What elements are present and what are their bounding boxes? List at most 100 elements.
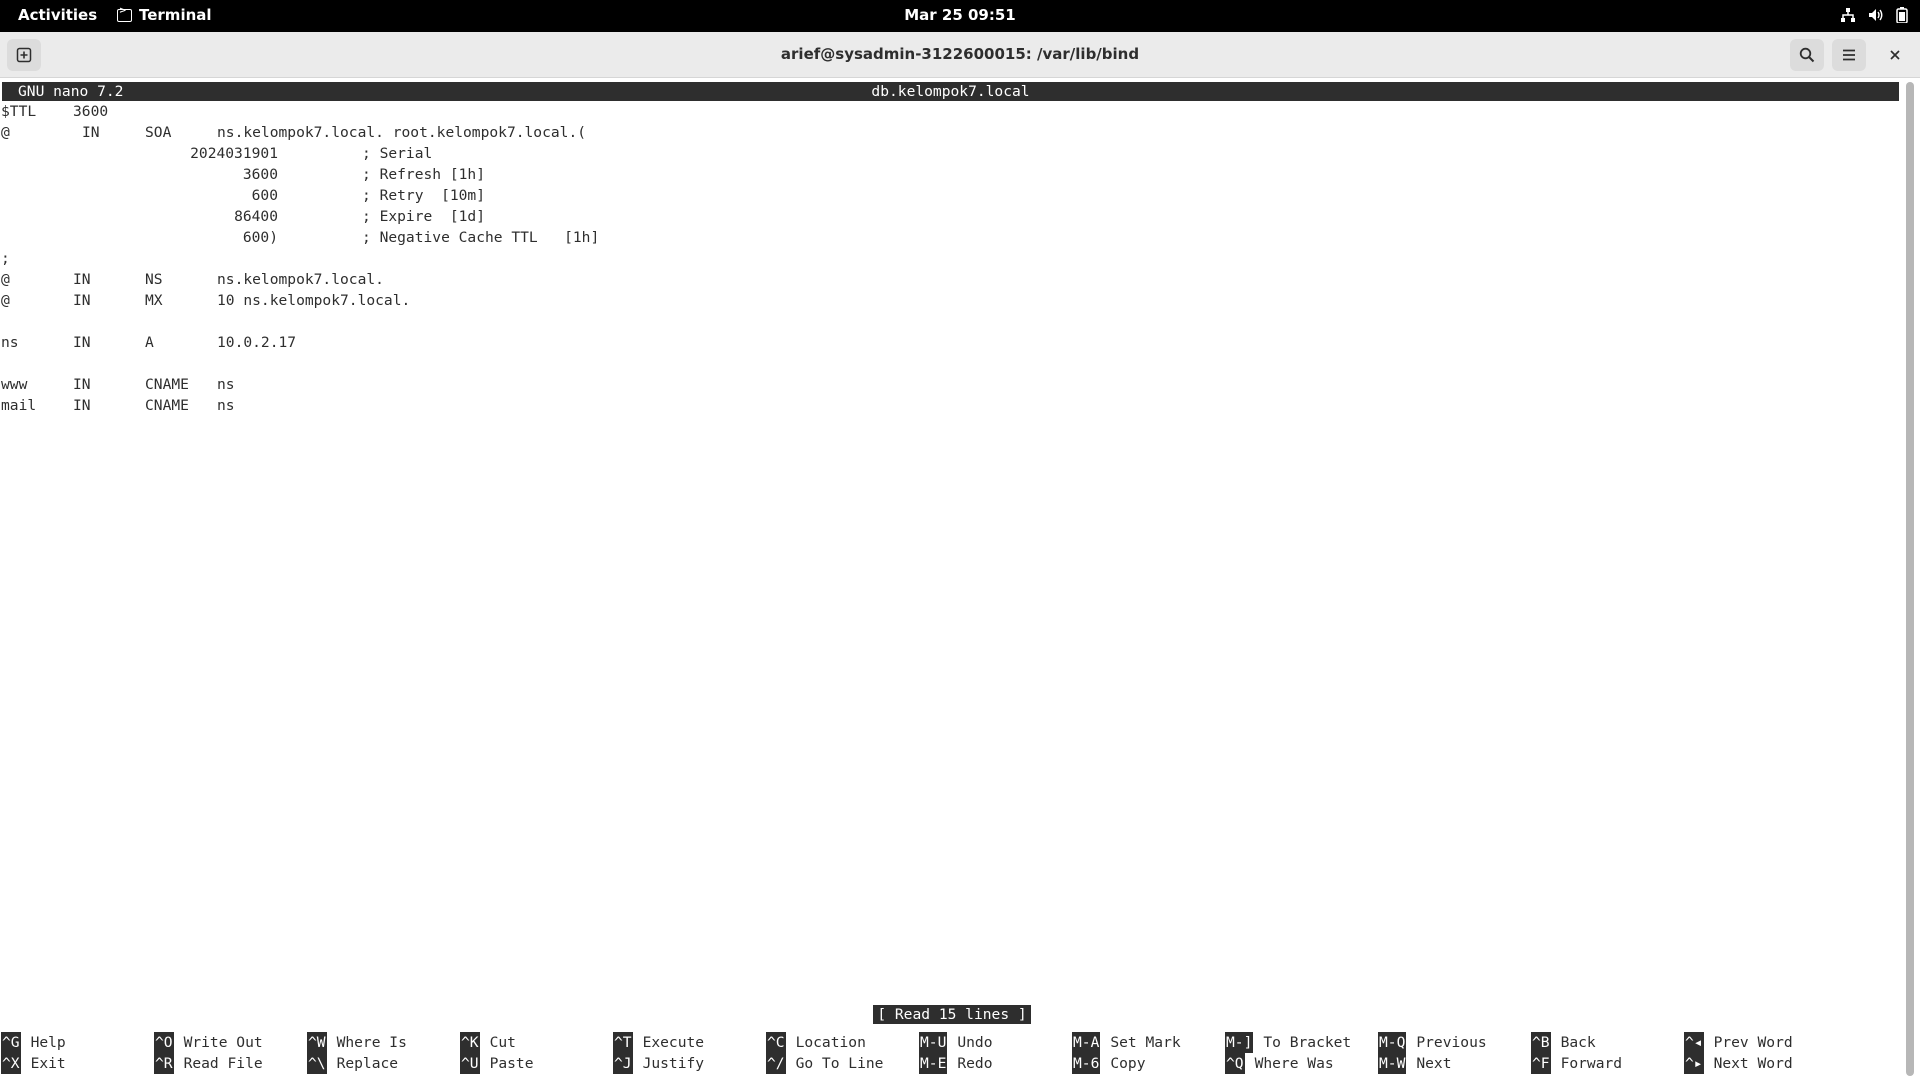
file-line-field: IN [73,397,91,414]
app-menu-terminal[interactable]: Terminal [117,6,212,24]
clock[interactable]: Mar 25 09:51 [904,6,1016,24]
shortcut-key: ^\ [307,1053,327,1074]
shortcut-label: Previous [1416,1034,1487,1051]
new-tab-button[interactable] [7,39,41,71]
file-line-field: A [145,334,154,351]
shortcut-key: ^W [307,1032,327,1053]
file-line [0,311,1900,332]
file-line-field: @ [1,271,10,288]
file-line-field: IN [73,271,91,288]
shortcut-key: M-E [919,1053,948,1074]
shortcut-key: M-6 [1072,1053,1101,1074]
system-tray[interactable] [1840,7,1908,23]
shortcut-label: Paste [489,1055,534,1072]
shortcut-write-out: ^O Write Out [154,1032,263,1053]
shortcut-label: Cut [489,1034,516,1051]
shortcut-cut: ^K Cut [460,1032,516,1053]
shortcut-label: Go To Line [795,1055,884,1072]
close-window-button[interactable] [1878,39,1912,71]
terminal-view[interactable]: GNU nano 7.2 db.kelompok7.local $TTL 3600… [0,78,1904,1080]
shortcut-key: ^B [1531,1032,1551,1053]
file-line: 3600 ; Refresh [1h] [0,164,1900,185]
app-name: Terminal [139,6,212,24]
shortcut-label: Next Word [1713,1055,1793,1072]
shortcut-label: Where Is [336,1034,407,1051]
file-line-field: @ [1,292,10,309]
nano-version: GNU nano 7.2 [18,83,124,100]
file-line-field: $TTL [1,103,37,120]
shortcut-exit: ^X Exit [1,1053,66,1074]
shortcut-copy: M-6 Copy [1072,1053,1146,1074]
file-line-field: ; Negative Cache TTL [1h] [362,229,600,246]
file-line [0,353,1900,374]
file-line-field: 10 ns.kelompok7.local. [217,292,411,309]
terminal-icon [117,6,132,22]
shortcut-location: ^C Location [766,1032,866,1053]
file-line: $TTL 3600 [0,101,1900,122]
shortcut-key: ^K [460,1032,480,1053]
file-line: ns IN A 10.0.2.17 [0,332,1900,353]
volume-icon[interactable] [1868,7,1884,23]
terminal-scrollbar[interactable] [1906,82,1914,1076]
network-icon[interactable] [1840,7,1856,23]
shortcut-label: To Bracket [1263,1034,1352,1051]
search-button[interactable] [1790,39,1824,71]
shortcut-label: Prev Word [1713,1034,1793,1051]
shortcut-label: Back [1560,1034,1596,1051]
battery-icon[interactable] [1896,7,1908,23]
file-line-field: CNAME [145,397,189,414]
shortcut-previous: M-Q Previous [1378,1032,1487,1053]
shortcut-key: ^U [460,1053,480,1074]
shortcut-label: Location [795,1034,866,1051]
file-line-field: ns [217,397,235,414]
file-line-field: ; Serial [362,145,433,162]
file-line-field: ns.kelompok7.local. [217,271,384,288]
shortcut-redo: M-E Redo [919,1053,993,1074]
file-line: mail IN CNAME ns [0,395,1900,416]
file-line-field: ns [1,334,19,351]
shortcut-key: ^▸ [1684,1053,1704,1074]
hamburger-menu-icon [1843,49,1855,61]
shortcut-key: ^F [1531,1053,1551,1074]
file-line-field: ; Refresh [1h] [362,166,486,183]
shortcut-label: Copy [1110,1055,1146,1072]
file-line-field: ; Expire [1d] [362,208,486,225]
shortcut-execute: ^T Execute [613,1032,704,1053]
shortcut-label: Set Mark [1110,1034,1181,1051]
shortcut-to-bracket: M-] To Bracket [1225,1032,1351,1053]
shortcut-replace: ^\ Replace [307,1053,398,1074]
shortcut-label: Undo [957,1034,993,1051]
shortcut-key: M-A [1072,1032,1101,1053]
shortcut-paste: ^U Paste [460,1053,534,1074]
file-line-field: IN [73,376,91,393]
shortcut-label: Write Out [183,1034,263,1051]
file-line: 86400 ; Expire [1d] [0,206,1900,227]
shortcut-go-to-line: ^/ Go To Line [766,1053,883,1074]
file-line-field: mail [1,397,37,414]
shortcut-justify: ^J Justify [613,1053,704,1074]
close-icon [1890,50,1900,60]
shortcut-back: ^B Back [1531,1032,1596,1053]
shortcut-key: ^X [1,1053,21,1074]
main-menu-button[interactable] [1832,39,1866,71]
shortcut-where-was: ^Q Where Was [1225,1053,1334,1074]
shortcut-key: ^C [766,1032,786,1053]
shortcut-read-file: ^R Read File [154,1053,263,1074]
shortcut-key: ^R [154,1053,174,1074]
activities-button[interactable]: Activities [18,6,98,24]
file-line: @ IN SOA ns.kelompok7.local. root.kelompok7… [0,122,1900,143]
shortcut-label: Read File [183,1055,263,1072]
nano-status-bar: [ Read 15 lines ] [0,1004,1904,1025]
shortcut-key: ^G [1,1032,21,1053]
nano-filename: db.kelompok7.local [871,83,1030,100]
shortcut-set-mark: M-A Set Mark [1072,1032,1181,1053]
shortcut-key: ^T [613,1032,633,1053]
file-line-field: CNAME [145,376,189,393]
file-line: @ IN MX 10 ns.kelompok7.local. [0,290,1900,311]
file-line-field: 3600 [73,103,109,120]
file-content[interactable]: $TTL 3600 @ IN SOA ns.kelompok7.local. root.k… [0,101,1900,416]
shortcut-label: Help [30,1034,66,1051]
file-line-field: 2024031901 [190,145,278,162]
file-line: 600 ; Retry [10m] [0,185,1900,206]
file-line: @ IN NS ns.kelompok7.local. [0,269,1900,290]
